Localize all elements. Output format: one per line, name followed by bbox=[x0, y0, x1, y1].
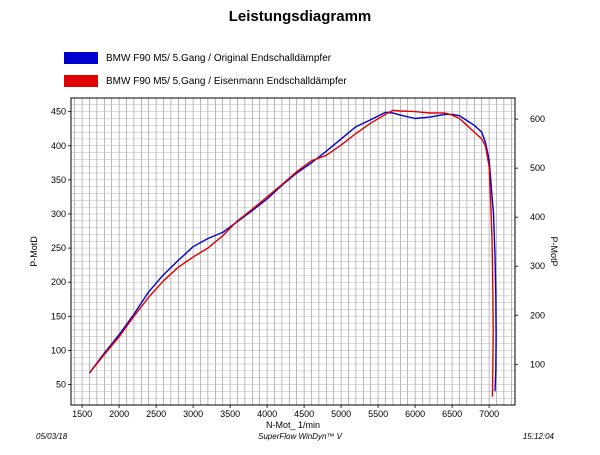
series-line-eisenmann bbox=[88, 109, 494, 397]
x-tick-label: 6000 bbox=[405, 409, 425, 419]
plot-frame bbox=[70, 97, 516, 406]
y-tick-label-left: 400 bbox=[51, 141, 66, 151]
y-tick-label-left: 50 bbox=[56, 380, 66, 390]
y-tick-label-right: 200 bbox=[530, 310, 545, 320]
y-tick-label-left: 450 bbox=[51, 107, 66, 117]
footer-date: 05/03/18 bbox=[36, 432, 68, 441]
grid bbox=[71, 98, 515, 405]
ticks: 1500 2000 2500 3000 3500 4000 4500 5000 5500 6000… bbox=[51, 107, 545, 419]
y-tick-label-right: 600 bbox=[530, 114, 545, 124]
x-tick-label: 5500 bbox=[368, 409, 388, 419]
y-tick-label-right: 400 bbox=[530, 212, 545, 222]
y-axis-title-left: P-MotD bbox=[29, 236, 39, 267]
legend-entry-original: BMW F90 M5/ 5.Gang / Original Endschalld… bbox=[64, 52, 331, 64]
x-tick-label: 7000 bbox=[479, 409, 499, 419]
y-tick-label-left: 100 bbox=[51, 345, 66, 355]
y-tick-label-left: 150 bbox=[51, 311, 66, 321]
series-layer bbox=[88, 109, 497, 397]
chart-title: Leistungsdiagramm bbox=[228, 8, 372, 25]
x-tick-label: 5000 bbox=[331, 409, 351, 419]
footer-time: 15:12:04 bbox=[522, 432, 554, 441]
x-tick-label: 2500 bbox=[146, 409, 166, 419]
legend-swatch-eisenmann bbox=[64, 75, 98, 87]
legend-label-eisenmann: BMW F90 M5/ 5.Gang / Eisenmann Endschall… bbox=[106, 75, 347, 87]
x-axis-title: N-Mot_ 1/min bbox=[266, 420, 320, 430]
y-tick-label-right: 300 bbox=[530, 261, 545, 271]
x-tick-label: 4500 bbox=[294, 409, 314, 419]
y-tick-label-right: 500 bbox=[530, 163, 545, 173]
legend-entry-eisenmann: BMW F90 M5/ 5.Gang / Eisenmann Endschall… bbox=[64, 75, 347, 87]
y-axis-title-right: P-MotP bbox=[549, 236, 559, 266]
x-tick-label: 3500 bbox=[220, 409, 240, 419]
x-tick-label: 1500 bbox=[72, 409, 92, 419]
y-tick-label-left: 250 bbox=[51, 243, 66, 253]
x-tick-label: 2000 bbox=[109, 409, 129, 419]
x-tick-label: 3000 bbox=[183, 409, 203, 419]
y-tick-label-left: 350 bbox=[51, 175, 66, 185]
y-tick-label-left: 200 bbox=[51, 277, 66, 287]
series-line-original bbox=[88, 111, 497, 392]
footer-software: SuperFlow WinDyn™ V bbox=[258, 432, 342, 441]
y-tick-label-right: 100 bbox=[530, 359, 545, 369]
x-tick-label: 4000 bbox=[257, 409, 277, 419]
legend-label-original: BMW F90 M5/ 5.Gang / Original Endschalld… bbox=[106, 52, 332, 64]
x-tick-label: 6500 bbox=[442, 409, 462, 419]
legend-swatch-original bbox=[64, 52, 98, 64]
y-tick-label-left: 300 bbox=[51, 209, 66, 219]
